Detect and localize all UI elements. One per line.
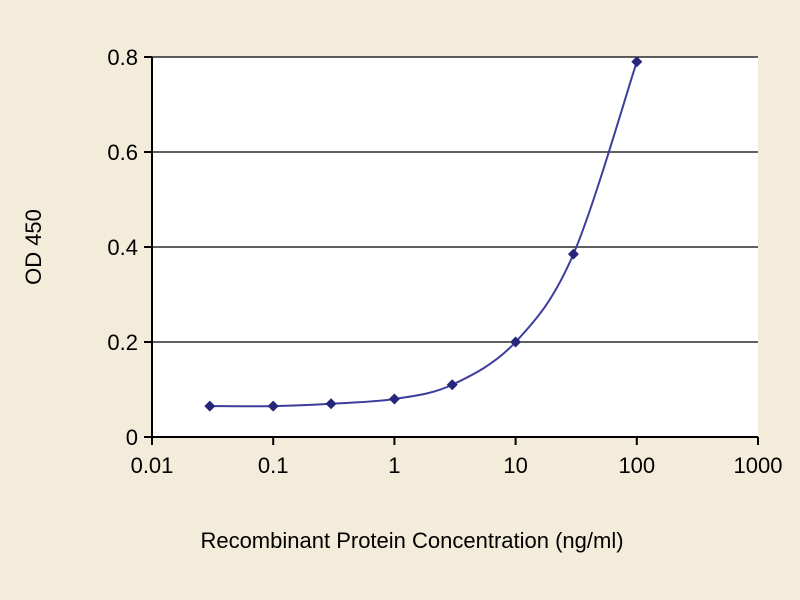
x-tick-label: 0.1 <box>258 453 289 478</box>
y-tick-label: 0.4 <box>107 235 138 260</box>
data-point-marker <box>510 336 522 348</box>
x-tick-label: 1 <box>388 453 400 478</box>
y-tick-label: 0.6 <box>107 140 138 165</box>
y-axis-title: OD 450 <box>21 209 46 285</box>
y-tick-label: 0.2 <box>107 330 138 355</box>
x-tick-label: 10 <box>503 453 527 478</box>
x-tick-label: 1000 <box>734 453 783 478</box>
y-tick-label: 0.8 <box>107 45 138 70</box>
x-tick-label: 100 <box>618 453 655 478</box>
x-tick-label: 0.01 <box>131 453 174 478</box>
data-point-marker <box>631 56 643 68</box>
data-point-marker <box>325 398 337 410</box>
data-point-marker <box>267 400 279 412</box>
data-point-marker <box>388 393 400 405</box>
data-point-marker <box>446 379 458 391</box>
data-point-marker <box>567 248 579 260</box>
data-point-marker <box>204 400 216 412</box>
y-tick-label: 0 <box>126 425 138 450</box>
x-axis-title: Recombinant Protein Concentration (ng/ml… <box>200 528 624 553</box>
